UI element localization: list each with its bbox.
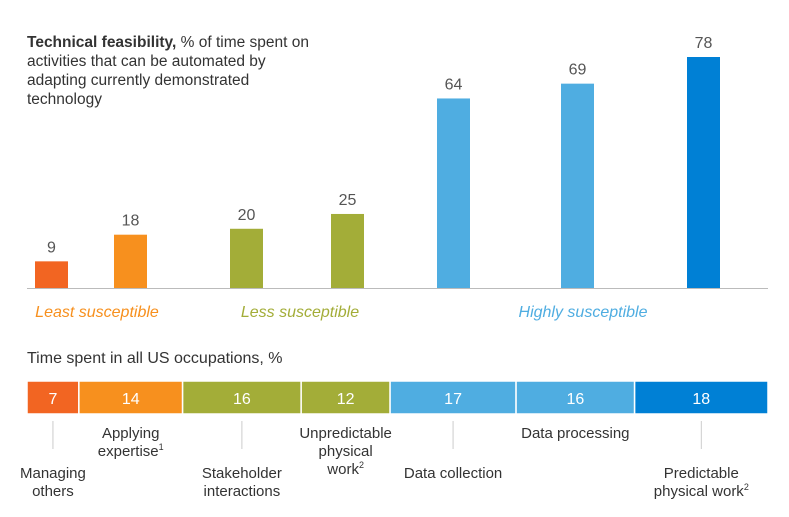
segment-value-label: 7 [48,391,57,408]
bar-4 [331,213,364,288]
bar-6 [561,83,594,289]
bar-5 [437,98,470,288]
title-rest: % of time spent on activities that can b… [27,34,309,108]
segment-value-label: 12 [337,391,355,408]
bar-value-label: 25 [339,192,357,209]
segment-label: Data collection [404,465,502,482]
segment-value-label: 14 [122,391,140,408]
segment-2 [78,380,184,415]
bar-value-label: 20 [238,207,256,224]
segment-7 [633,380,769,415]
segment-label: Applying expertise1 [98,425,164,460]
segment-label: Data processing [521,425,629,442]
stacked-title: Time spent in all US occupations, % [27,350,283,367]
group-label: Least susceptible [35,304,159,321]
segment-value-label: 18 [692,391,710,408]
segment-value-label: 17 [444,391,462,408]
segment-value-label: 16 [233,391,251,408]
bar-value-label: 18 [122,213,140,230]
bar-value-label: 69 [569,62,587,79]
bar-value-label: 9 [47,239,56,256]
group-label: Less susceptible [241,304,359,321]
group-label: Highly susceptible [519,304,648,321]
bar-2 [114,234,147,288]
segment-6 [515,380,636,415]
bar-1 [35,261,68,288]
bar-value-label: 78 [695,35,713,52]
segment-label: Managing others [20,465,86,500]
segment-value-label: 16 [566,391,584,408]
segment-label: Stakeholder interactions [202,465,282,500]
bar-3 [230,228,263,288]
segment-label: Predictable physical work2 [654,465,749,500]
title-bold: Technical feasibility, [27,34,177,51]
bar-value-label: 64 [445,76,463,93]
segment-label: Unpredictable physical work2 [299,425,392,478]
chart-title: Technical feasibility, % of time spent o… [27,33,327,109]
bar-7 [687,57,720,288]
segment-4 [300,380,391,415]
